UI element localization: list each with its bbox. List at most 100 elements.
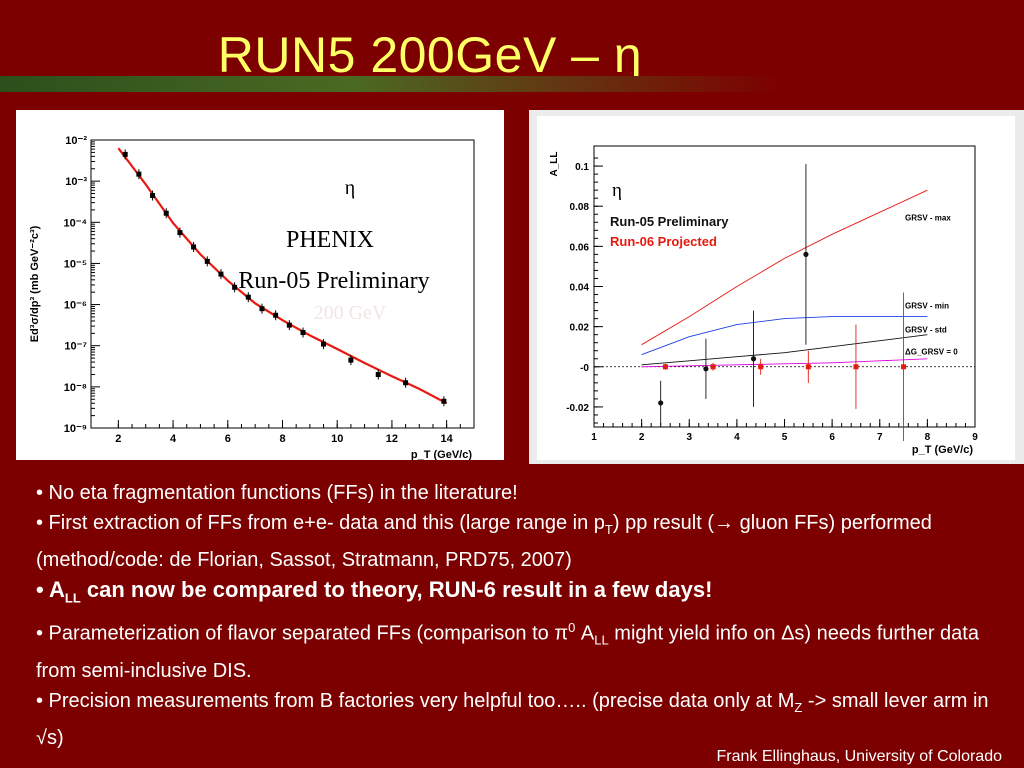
x-axis-label: p_T (GeV/c) <box>411 449 472 460</box>
data-point-run05 <box>658 400 664 406</box>
y-tick-label: -0.02 <box>566 403 589 414</box>
data-point <box>375 372 381 378</box>
bullet-4: • Parameterization of flavor separated F… <box>36 613 996 686</box>
title-underline-bar <box>0 76 780 92</box>
bullet-3-a: A <box>49 577 65 602</box>
bullet-5: • Precision measurements from B factorie… <box>36 686 996 753</box>
data-point-run06 <box>901 364 907 370</box>
data-point <box>218 271 224 277</box>
data-point <box>150 193 156 199</box>
x-tick-label: 5 <box>782 432 788 443</box>
bullet-4-subscript: LL <box>594 633 609 649</box>
y-tick-label: 10⁻³ <box>65 176 87 188</box>
x-tick-label: 8 <box>925 432 931 443</box>
bullet-2-text-a: • First extraction of FFs from e+e- data… <box>36 512 605 534</box>
data-point <box>273 312 279 318</box>
data-point-run06 <box>662 364 668 370</box>
asymmetry-chart: 1 2 3 4 5 6 7 8 9 0.1 0.08 0.06 0.04 0.02 -0 -0.02 A_LLp… <box>549 145 978 456</box>
data-point <box>441 398 447 404</box>
annotation-run05: Run-05 Preliminary <box>238 268 429 294</box>
curve-label: GRSV - min <box>905 302 949 311</box>
annotation-eta: η <box>345 177 355 199</box>
data-point-run06 <box>805 364 811 370</box>
data-point-run06 <box>853 364 859 370</box>
y-tick-label: 10⁻⁴ <box>64 217 87 229</box>
data-point-run05 <box>750 356 757 362</box>
bullet-3-dot: • <box>36 577 49 602</box>
y-tick-label: 0.06 <box>570 242 590 253</box>
bullet-5-text-b: -> small lever arm in √s) <box>36 690 989 750</box>
x-tick-label: 3 <box>686 432 692 443</box>
y-tick-label: 0.02 <box>570 323 590 334</box>
x-tick-label: 10 <box>331 433 343 445</box>
x-tick-label: 4 <box>734 432 740 443</box>
y-tick-label: -0 <box>580 363 589 374</box>
curve-label: GRSV - max <box>905 213 951 222</box>
x-tick-label: 6 <box>225 433 231 445</box>
y-axis-label: Ed³σ/dp³ (mb GeV⁻²c³) <box>29 225 41 342</box>
annotation-energy: 200 GeV <box>314 302 387 324</box>
bullet-1: • No eta fragmentation functions (FFs) i… <box>36 482 518 504</box>
asymmetry-panel: 1 2 3 4 5 6 7 8 9 0.1 0.08 0.06 0.04 0.02 -0 -0.02 A_LL p… <box>529 110 1024 464</box>
x-tick-label: 8 <box>279 433 285 445</box>
x-tick-label: 14 <box>441 433 454 445</box>
y-tick-label: 10⁻⁶ <box>64 300 87 312</box>
y-tick-label: 10⁻⁹ <box>64 423 87 435</box>
data-point <box>403 380 409 386</box>
y-tick-label: 0.08 <box>570 202 590 213</box>
annotation-phenix: PHENIX <box>286 227 374 253</box>
data-point <box>177 230 183 236</box>
curve-label: ΔG_GRSV = 0 <box>905 348 958 357</box>
x-tick-label: 12 <box>386 433 398 445</box>
data-point <box>163 210 169 216</box>
data-point <box>136 171 142 177</box>
y-tick-label: 10⁻⁸ <box>64 382 87 394</box>
x-tick-label: 2 <box>115 433 121 445</box>
cross-section-panel: 2 4 6 8 10 12 14 10⁻² 10⁻³ 10⁻⁴ 10⁻⁵ 10⁻⁶ 10⁻⁷ 10⁻⁸ 10… <box>16 110 504 461</box>
bullet-5-text-a: • Precision measurements from B factorie… <box>36 690 795 713</box>
x-tick-label: 1 <box>591 432 597 443</box>
bullet-3-subscript: LL <box>64 590 81 606</box>
data-point <box>300 330 306 336</box>
bullet-4-superscript: 0 <box>568 620 576 636</box>
data-point <box>348 357 354 363</box>
y-tick-label: 0.1 <box>575 162 589 173</box>
slide-title: RUN5 200GeV – η <box>217 27 643 83</box>
x-tick-label: 7 <box>877 432 883 443</box>
theory-curve <box>641 189 928 346</box>
data-point-run05 <box>803 251 809 257</box>
bullet-2-subscript: T <box>604 522 613 537</box>
data-point <box>245 294 251 300</box>
y-tick-label: 10⁻⁷ <box>64 341 87 353</box>
data-point <box>232 284 238 290</box>
bullet-4-text-a: • Parameterization of flavor separated F… <box>36 623 569 646</box>
x-tick-label: 9 <box>972 432 978 443</box>
theory-curve <box>641 334 928 366</box>
y-tick-label: 10⁻⁵ <box>64 258 87 270</box>
data-point-run06 <box>758 364 764 370</box>
x-tick-label: 4 <box>170 433 177 445</box>
x-axis-label: p_T (GeV/c) <box>912 444 973 456</box>
bullet-2-text-b: ) pp result (→ gluon FFs) performed (met… <box>36 512 932 571</box>
theory-curve <box>641 358 928 368</box>
theory-curve <box>641 316 928 356</box>
x-tick-label: 2 <box>639 432 645 443</box>
data-point <box>259 306 265 312</box>
x-tick-label: 6 <box>829 432 835 443</box>
legend-run05: Run-05 Preliminary <box>610 214 729 229</box>
data-point <box>321 341 327 347</box>
data-point-run06 <box>710 364 716 370</box>
y-axis-label: A_LL <box>549 152 560 177</box>
fit-curve <box>117 147 448 405</box>
annotation-eta: η <box>612 180 622 201</box>
legend-run06: Run-06 Projected <box>610 234 717 249</box>
plot-frame <box>593 145 976 428</box>
data-point <box>204 258 210 264</box>
bullet-3-text: can now be compared to theory, RUN-6 res… <box>80 577 713 602</box>
data-point <box>286 322 292 328</box>
y-tick-label: 10⁻² <box>65 135 87 147</box>
data-point <box>122 151 128 157</box>
bullet-list: • No eta fragmentation functions (FFs) i… <box>36 478 996 753</box>
data-point-run05 <box>703 366 709 372</box>
cross-section-chart: 2 4 6 8 10 12 14 10⁻² 10⁻³ 10⁻⁴ 10⁻⁵ 10⁻⁶ 10⁻⁷ 10⁻⁸ 10… <box>29 135 475 461</box>
